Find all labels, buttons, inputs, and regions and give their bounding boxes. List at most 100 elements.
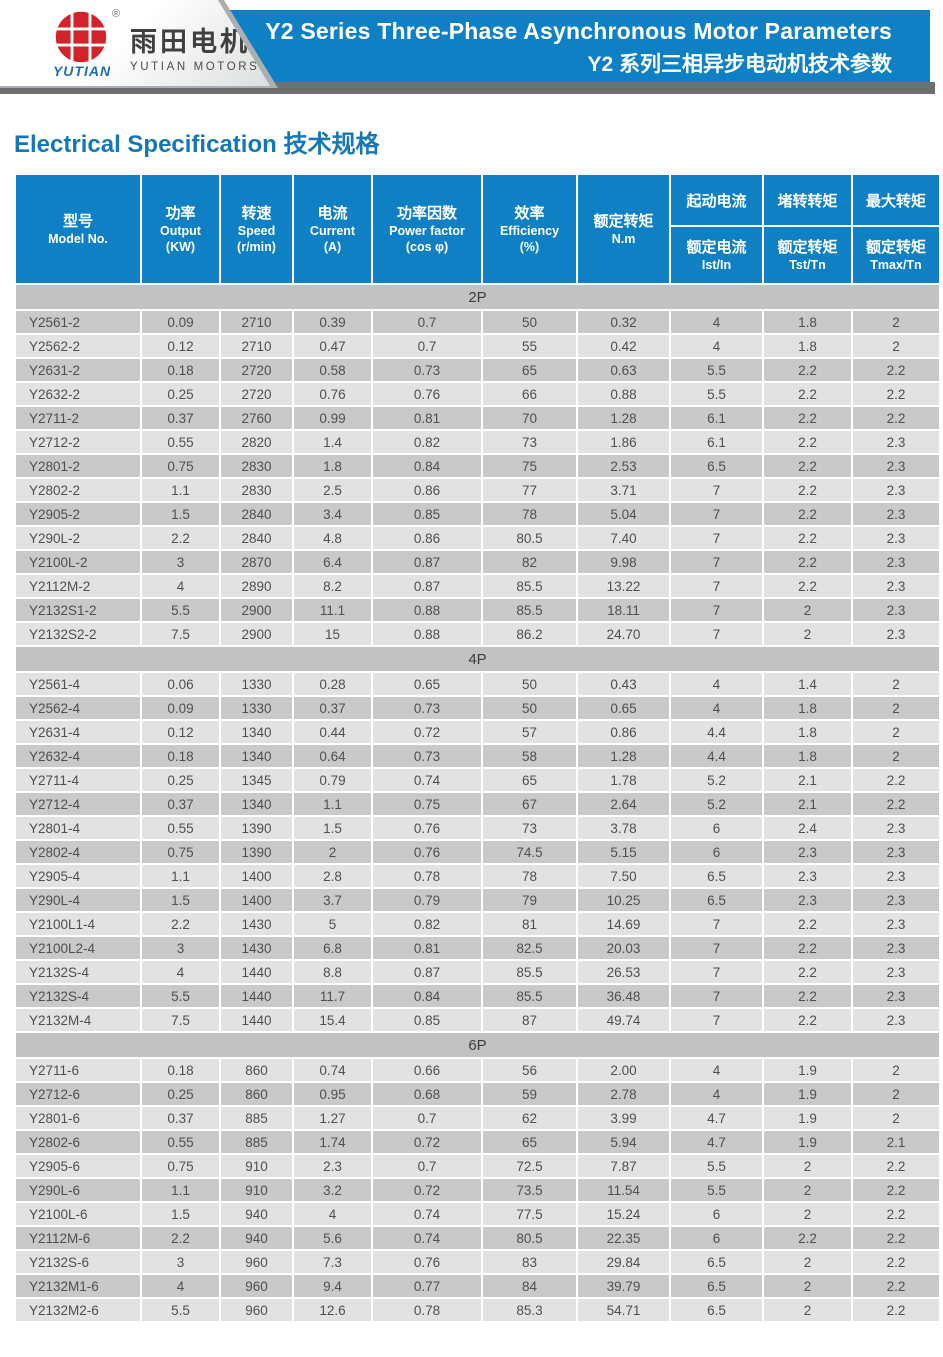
cell-value: 1.1 <box>142 1179 219 1201</box>
cell-value: 1340 <box>221 745 292 767</box>
cell-model-no: Y290L-2 <box>16 527 140 549</box>
cell-value: 62 <box>483 1107 576 1129</box>
cell-value: 2870 <box>221 551 292 573</box>
cell-value: 1.8 <box>764 721 851 743</box>
cell-value: 1.5 <box>142 889 219 911</box>
cell-value: 3.99 <box>578 1107 669 1129</box>
table-row: Y2132M-4 7.5 1440 15.4 0.85 87 49.74 7 2.2 2.3 <box>16 1009 939 1031</box>
cell-value: 2.2 <box>853 1203 939 1225</box>
cell-value: 85.5 <box>483 961 576 983</box>
cell-value: 80.5 <box>483 1227 576 1249</box>
cell-value: 2.2 <box>764 479 851 501</box>
cell-value: 0.39 <box>294 311 371 333</box>
cell-value: 2.4 <box>764 817 851 839</box>
cell-value: 2.3 <box>764 841 851 863</box>
cell-value: 7 <box>671 623 762 645</box>
cell-value: 2.2 <box>142 913 219 935</box>
cell-value: 5.5 <box>142 599 219 621</box>
cell-value: 2 <box>853 1083 939 1105</box>
cell-value: 7 <box>671 551 762 573</box>
cell-value: 0.12 <box>142 335 219 357</box>
cell-value: 2 <box>294 841 371 863</box>
cell-model-no: Y2132S1-2 <box>16 599 140 621</box>
cell-value: 0.74 <box>373 1227 481 1249</box>
cell-value: 5.5 <box>142 985 219 1007</box>
cell-value: 36.48 <box>578 985 669 1007</box>
cell-value: 2.2 <box>853 769 939 791</box>
cell-value: 7 <box>671 985 762 1007</box>
cell-model-no: Y2802-6 <box>16 1131 140 1153</box>
cell-value: 0.55 <box>142 431 219 453</box>
table-row: Y290L-4 1.5 1400 3.7 0.79 79 10.25 6.5 2.3 2.3 <box>16 889 939 911</box>
cell-value: 1.9 <box>764 1107 851 1129</box>
table-row: Y2132M1-6 4 960 9.4 0.77 84 39.79 6.5 2 2.2 <box>16 1275 939 1297</box>
cell-value: 85.3 <box>483 1299 576 1321</box>
cell-value: 5.5 <box>671 359 762 381</box>
cell-value: 2.3 <box>853 889 939 911</box>
cell-value: 2.2 <box>853 1227 939 1249</box>
cell-value: 2 <box>764 1299 851 1321</box>
cell-model-no: Y2711-2 <box>16 407 140 429</box>
cell-value: 39.79 <box>578 1275 669 1297</box>
cell-model-no: Y2561-2 <box>16 311 140 333</box>
cell-value: 2.2 <box>764 551 851 573</box>
cell-value: 4 <box>142 961 219 983</box>
cell-model-no: Y2132M-4 <box>16 1009 140 1031</box>
cell-value: 4 <box>294 1203 371 1225</box>
cell-value: 1.9 <box>764 1083 851 1105</box>
cell-value: 860 <box>221 1083 292 1105</box>
table-row: Y2905-4 1.1 1400 2.8 0.78 78 7.50 6.5 2.3 2.3 <box>16 865 939 887</box>
cell-value: 6.5 <box>671 1299 762 1321</box>
cell-model-no: Y2905-2 <box>16 503 140 525</box>
cell-value: 2900 <box>221 599 292 621</box>
cell-value: 7.87 <box>578 1155 669 1177</box>
cell-model-no: Y2712-2 <box>16 431 140 453</box>
cell-value: 0.18 <box>142 1059 219 1081</box>
cell-value: 910 <box>221 1179 292 1201</box>
cell-value: 2.3 <box>853 455 939 477</box>
col-header-current: 电流 Current (A) <box>294 175 371 283</box>
cell-value: 1390 <box>221 841 292 863</box>
cell-value: 0.7 <box>373 335 481 357</box>
cell-value: 82.5 <box>483 937 576 959</box>
cell-value: 2 <box>853 673 939 695</box>
cell-value: 6 <box>671 1227 762 1249</box>
cell-model-no: Y2100L1-4 <box>16 913 140 935</box>
cell-value: 3 <box>142 1251 219 1273</box>
cell-value: 9.4 <box>294 1275 371 1297</box>
cell-value: 0.81 <box>373 407 481 429</box>
cell-model-no: Y2132M1-6 <box>16 1275 140 1297</box>
cell-value: 0.55 <box>142 817 219 839</box>
cell-value: 2 <box>764 623 851 645</box>
cell-value: 7 <box>671 527 762 549</box>
cell-value: 0.25 <box>142 1083 219 1105</box>
cell-model-no: Y2801-4 <box>16 817 140 839</box>
cell-model-no: Y2112M-2 <box>16 575 140 597</box>
cell-model-no: Y2905-6 <box>16 1155 140 1177</box>
cell-value: 2710 <box>221 311 292 333</box>
cell-model-no: Y2561-4 <box>16 673 140 695</box>
cell-value: 5.2 <box>671 769 762 791</box>
cell-value: 6.4 <box>294 551 371 573</box>
cell-value: 7 <box>671 937 762 959</box>
cell-value: 20.03 <box>578 937 669 959</box>
cell-value: 2 <box>764 1275 851 1297</box>
cell-value: 2.3 <box>853 623 939 645</box>
cell-value: 5.94 <box>578 1131 669 1153</box>
cell-value: 6.1 <box>671 431 762 453</box>
table-row: Y2712-6 0.25 860 0.95 0.68 59 2.78 4 1.9 2 <box>16 1083 939 1105</box>
cell-value: 8.2 <box>294 575 371 597</box>
cell-value: 0.79 <box>373 889 481 911</box>
cell-value: 75 <box>483 455 576 477</box>
table-row: Y2112M-2 4 2890 8.2 0.87 85.5 13.22 7 2.2 2.3 <box>16 575 939 597</box>
banner-title-en: Y2 Series Three-Phase Asynchronous Motor… <box>265 18 892 44</box>
cell-value: 6.5 <box>671 1275 762 1297</box>
cell-value: 4 <box>671 1059 762 1081</box>
cell-value: 7 <box>671 1009 762 1031</box>
cell-value: 0.75 <box>142 455 219 477</box>
cell-value: 12.6 <box>294 1299 371 1321</box>
cell-value: 2.3 <box>853 817 939 839</box>
section-label: 6P <box>16 1033 939 1057</box>
cell-model-no: Y2802-2 <box>16 479 140 501</box>
